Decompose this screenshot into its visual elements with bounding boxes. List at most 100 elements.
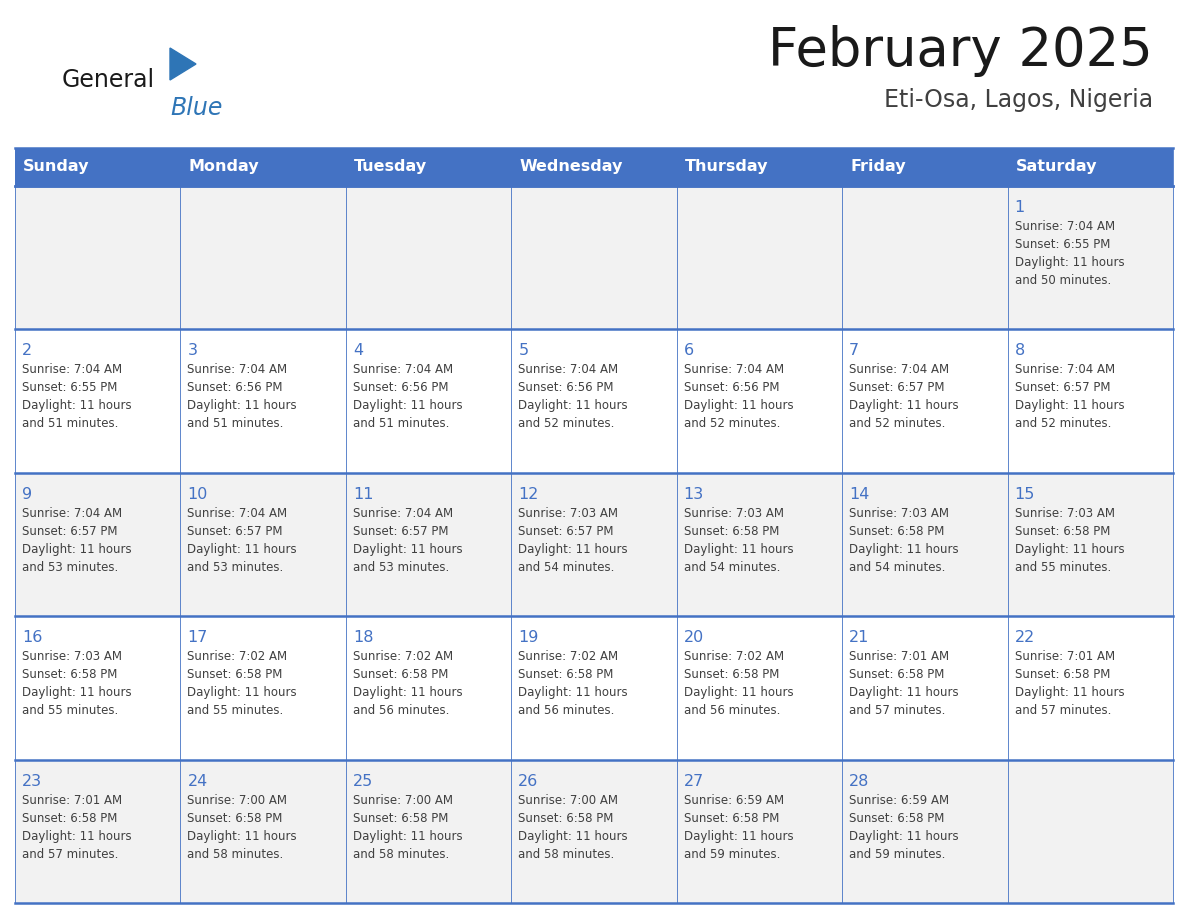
Text: Sunrise: 6:59 AM
Sunset: 6:58 PM
Daylight: 11 hours
and 59 minutes.: Sunrise: 6:59 AM Sunset: 6:58 PM Dayligh… [684, 793, 794, 860]
Text: Sunrise: 7:04 AM
Sunset: 6:56 PM
Daylight: 11 hours
and 52 minutes.: Sunrise: 7:04 AM Sunset: 6:56 PM Dayligh… [684, 364, 794, 431]
Text: 20: 20 [684, 630, 704, 645]
Text: 8: 8 [1015, 343, 1025, 358]
Text: 13: 13 [684, 487, 704, 502]
Bar [677, 759, 842, 903]
Text: Sunrise: 7:04 AM
Sunset: 6:57 PM
Daylight: 11 hours
and 52 minutes.: Sunrise: 7:04 AM Sunset: 6:57 PM Dayligh… [1015, 364, 1124, 431]
Bar [1007, 186, 1173, 330]
Bar [346, 759, 511, 903]
Text: Sunrise: 7:04 AM
Sunset: 6:57 PM
Daylight: 11 hours
and 52 minutes.: Sunrise: 7:04 AM Sunset: 6:57 PM Dayligh… [849, 364, 959, 431]
Polygon shape [170, 48, 196, 80]
Text: February 2025: February 2025 [769, 25, 1154, 77]
Bar [842, 473, 1007, 616]
Bar [181, 186, 346, 330]
Bar [511, 759, 677, 903]
Text: Sunrise: 7:01 AM
Sunset: 6:58 PM
Daylight: 11 hours
and 57 minutes.: Sunrise: 7:01 AM Sunset: 6:58 PM Dayligh… [1015, 650, 1124, 717]
Bar [511, 330, 677, 473]
Bar [181, 330, 346, 473]
Text: 5: 5 [518, 343, 529, 358]
Text: 26: 26 [518, 774, 538, 789]
Text: 25: 25 [353, 774, 373, 789]
Text: Tuesday: Tuesday [354, 160, 426, 174]
Text: Sunrise: 7:03 AM
Sunset: 6:58 PM
Daylight: 11 hours
and 55 minutes.: Sunrise: 7:03 AM Sunset: 6:58 PM Dayligh… [23, 650, 132, 717]
Text: Sunrise: 7:02 AM
Sunset: 6:58 PM
Daylight: 11 hours
and 56 minutes.: Sunrise: 7:02 AM Sunset: 6:58 PM Dayligh… [684, 650, 794, 717]
Bar [346, 616, 511, 759]
Bar [677, 330, 842, 473]
Text: 2: 2 [23, 343, 32, 358]
Text: 22: 22 [1015, 630, 1035, 645]
Bar [15, 330, 181, 473]
Text: 28: 28 [849, 774, 870, 789]
Bar [346, 186, 511, 330]
Bar [15, 616, 181, 759]
Text: 15: 15 [1015, 487, 1035, 502]
Bar [181, 759, 346, 903]
Bar [842, 616, 1007, 759]
Bar [511, 616, 677, 759]
Text: Friday: Friday [851, 160, 905, 174]
Bar [677, 616, 842, 759]
Text: 17: 17 [188, 630, 208, 645]
Bar [511, 473, 677, 616]
Text: Monday: Monday [189, 160, 259, 174]
Bar [842, 330, 1007, 473]
Text: Sunrise: 7:04 AM
Sunset: 6:55 PM
Daylight: 11 hours
and 50 minutes.: Sunrise: 7:04 AM Sunset: 6:55 PM Dayligh… [1015, 220, 1124, 287]
Text: Sunrise: 7:02 AM
Sunset: 6:58 PM
Daylight: 11 hours
and 55 minutes.: Sunrise: 7:02 AM Sunset: 6:58 PM Dayligh… [188, 650, 297, 717]
Text: Sunrise: 7:04 AM
Sunset: 6:55 PM
Daylight: 11 hours
and 51 minutes.: Sunrise: 7:04 AM Sunset: 6:55 PM Dayligh… [23, 364, 132, 431]
Bar [1007, 759, 1173, 903]
Text: 14: 14 [849, 487, 870, 502]
Text: 19: 19 [518, 630, 538, 645]
Text: Sunday: Sunday [23, 160, 89, 174]
Text: 16: 16 [23, 630, 43, 645]
Text: 12: 12 [518, 487, 538, 502]
Text: Sunrise: 7:04 AM
Sunset: 6:56 PM
Daylight: 11 hours
and 51 minutes.: Sunrise: 7:04 AM Sunset: 6:56 PM Dayligh… [188, 364, 297, 431]
Bar [1007, 616, 1173, 759]
Bar [511, 186, 677, 330]
Text: Saturday: Saturday [1016, 160, 1097, 174]
Bar [842, 186, 1007, 330]
Text: 18: 18 [353, 630, 373, 645]
Text: General: General [62, 68, 156, 92]
Bar [15, 148, 1173, 186]
Bar [346, 473, 511, 616]
Text: 11: 11 [353, 487, 373, 502]
Text: 1: 1 [1015, 200, 1025, 215]
Text: Sunrise: 7:00 AM
Sunset: 6:58 PM
Daylight: 11 hours
and 58 minutes.: Sunrise: 7:00 AM Sunset: 6:58 PM Dayligh… [188, 793, 297, 860]
Text: Sunrise: 7:03 AM
Sunset: 6:58 PM
Daylight: 11 hours
and 55 minutes.: Sunrise: 7:03 AM Sunset: 6:58 PM Dayligh… [1015, 507, 1124, 574]
Bar [677, 473, 842, 616]
Bar [842, 759, 1007, 903]
Text: Sunrise: 7:02 AM
Sunset: 6:58 PM
Daylight: 11 hours
and 56 minutes.: Sunrise: 7:02 AM Sunset: 6:58 PM Dayligh… [518, 650, 628, 717]
Bar [1007, 330, 1173, 473]
Text: 7: 7 [849, 343, 859, 358]
Text: 3: 3 [188, 343, 197, 358]
Bar [15, 473, 181, 616]
Text: 21: 21 [849, 630, 870, 645]
Text: Sunrise: 7:04 AM
Sunset: 6:57 PM
Daylight: 11 hours
and 53 minutes.: Sunrise: 7:04 AM Sunset: 6:57 PM Dayligh… [353, 507, 462, 574]
Text: 9: 9 [23, 487, 32, 502]
Text: 23: 23 [23, 774, 42, 789]
Text: Sunrise: 7:02 AM
Sunset: 6:58 PM
Daylight: 11 hours
and 56 minutes.: Sunrise: 7:02 AM Sunset: 6:58 PM Dayligh… [353, 650, 462, 717]
Text: Blue: Blue [170, 96, 222, 120]
Text: Sunrise: 7:00 AM
Sunset: 6:58 PM
Daylight: 11 hours
and 58 minutes.: Sunrise: 7:00 AM Sunset: 6:58 PM Dayligh… [353, 793, 462, 860]
Text: 4: 4 [353, 343, 364, 358]
Text: Sunrise: 7:04 AM
Sunset: 6:56 PM
Daylight: 11 hours
and 52 minutes.: Sunrise: 7:04 AM Sunset: 6:56 PM Dayligh… [518, 364, 628, 431]
Text: Wednesday: Wednesday [519, 160, 623, 174]
Bar [1007, 473, 1173, 616]
Text: Sunrise: 7:04 AM
Sunset: 6:57 PM
Daylight: 11 hours
and 53 minutes.: Sunrise: 7:04 AM Sunset: 6:57 PM Dayligh… [23, 507, 132, 574]
Text: 10: 10 [188, 487, 208, 502]
Text: Sunrise: 7:03 AM
Sunset: 6:58 PM
Daylight: 11 hours
and 54 minutes.: Sunrise: 7:03 AM Sunset: 6:58 PM Dayligh… [849, 507, 959, 574]
Text: 24: 24 [188, 774, 208, 789]
Bar [346, 330, 511, 473]
Bar [181, 616, 346, 759]
Text: 6: 6 [684, 343, 694, 358]
Text: Sunrise: 7:01 AM
Sunset: 6:58 PM
Daylight: 11 hours
and 57 minutes.: Sunrise: 7:01 AM Sunset: 6:58 PM Dayligh… [23, 793, 132, 860]
Text: Sunrise: 7:03 AM
Sunset: 6:57 PM
Daylight: 11 hours
and 54 minutes.: Sunrise: 7:03 AM Sunset: 6:57 PM Dayligh… [518, 507, 628, 574]
Text: Sunrise: 7:04 AM
Sunset: 6:57 PM
Daylight: 11 hours
and 53 minutes.: Sunrise: 7:04 AM Sunset: 6:57 PM Dayligh… [188, 507, 297, 574]
Bar [181, 473, 346, 616]
Text: 27: 27 [684, 774, 704, 789]
Bar [15, 759, 181, 903]
Text: Sunrise: 7:03 AM
Sunset: 6:58 PM
Daylight: 11 hours
and 54 minutes.: Sunrise: 7:03 AM Sunset: 6:58 PM Dayligh… [684, 507, 794, 574]
Text: Eti-Osa, Lagos, Nigeria: Eti-Osa, Lagos, Nigeria [884, 88, 1154, 112]
Text: Sunrise: 7:00 AM
Sunset: 6:58 PM
Daylight: 11 hours
and 58 minutes.: Sunrise: 7:00 AM Sunset: 6:58 PM Dayligh… [518, 793, 628, 860]
Text: Thursday: Thursday [684, 160, 769, 174]
Text: Sunrise: 7:01 AM
Sunset: 6:58 PM
Daylight: 11 hours
and 57 minutes.: Sunrise: 7:01 AM Sunset: 6:58 PM Dayligh… [849, 650, 959, 717]
